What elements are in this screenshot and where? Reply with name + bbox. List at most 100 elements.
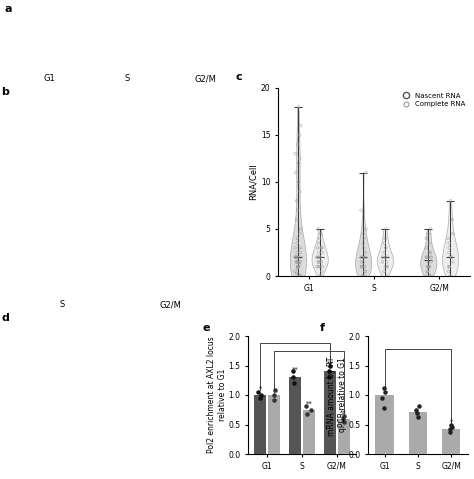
Point	[358, 253, 366, 261]
Point	[427, 272, 434, 280]
Text: G2/M: G2/M	[194, 74, 217, 83]
Text: d: d	[1, 313, 9, 323]
Point	[382, 253, 389, 261]
Point	[319, 263, 326, 271]
Bar	[303, 410, 315, 454]
Point	[294, 258, 301, 266]
Point	[445, 263, 453, 271]
Text: *: *	[450, 419, 453, 424]
Point	[362, 253, 370, 261]
Point	[361, 272, 368, 280]
Point	[425, 249, 433, 256]
Point	[314, 258, 322, 266]
Point	[379, 253, 386, 261]
Point	[378, 394, 386, 402]
Point	[295, 160, 302, 167]
Point	[296, 188, 303, 195]
Y-axis label: mRNA amount by RT-
qPCR relative to G1: mRNA amount by RT- qPCR relative to G1	[328, 354, 347, 436]
Text: **: **	[292, 366, 299, 373]
Point	[317, 253, 325, 261]
Point	[293, 253, 301, 261]
Point	[294, 140, 301, 148]
Point	[422, 235, 430, 242]
Point	[293, 197, 301, 205]
Point	[292, 269, 300, 277]
Point	[358, 272, 366, 280]
Point	[360, 258, 367, 266]
Text: G2/M: G2/M	[159, 300, 181, 309]
Bar	[337, 419, 350, 454]
Point	[383, 272, 391, 280]
Point	[427, 258, 435, 266]
Point	[447, 428, 454, 435]
Point	[381, 240, 388, 247]
Point	[293, 258, 301, 266]
Point	[294, 263, 302, 271]
Point	[326, 367, 333, 375]
Point	[357, 263, 365, 271]
Point	[424, 263, 431, 271]
Point	[423, 253, 430, 261]
Point	[295, 103, 302, 111]
Point	[295, 258, 303, 266]
Point	[293, 263, 301, 271]
Point	[357, 263, 365, 271]
Point	[382, 244, 390, 251]
Point	[292, 253, 299, 261]
Point	[293, 216, 301, 223]
Point	[383, 263, 390, 271]
Point	[296, 230, 303, 238]
Point	[293, 258, 301, 266]
Point	[297, 122, 305, 129]
Bar	[289, 377, 301, 454]
Point	[357, 258, 365, 266]
Point	[444, 235, 452, 242]
Point	[313, 263, 320, 271]
Bar	[324, 371, 336, 454]
Point	[427, 225, 434, 233]
Point	[315, 258, 322, 266]
Point	[448, 421, 456, 428]
Point	[362, 169, 370, 176]
Point	[360, 235, 368, 242]
Point	[362, 267, 369, 275]
Point	[446, 272, 454, 280]
Point	[314, 253, 322, 261]
Text: f: f	[320, 323, 325, 333]
Text: *: *	[259, 386, 262, 392]
Point	[423, 244, 430, 251]
Point	[293, 253, 301, 261]
Point	[294, 263, 302, 271]
Point	[359, 263, 367, 271]
Point	[316, 263, 324, 271]
Point	[290, 374, 297, 381]
Point	[361, 267, 369, 275]
Point	[294, 270, 302, 278]
Point	[382, 263, 389, 271]
Point	[414, 413, 421, 421]
Point	[317, 244, 325, 251]
Point	[447, 425, 454, 433]
Point	[448, 423, 456, 431]
Point	[325, 374, 332, 381]
Point	[360, 230, 367, 238]
Point	[379, 258, 386, 266]
Point	[317, 230, 325, 238]
Point	[315, 253, 322, 261]
Point	[316, 272, 324, 280]
Point	[446, 263, 453, 271]
Point	[254, 388, 262, 396]
Point	[381, 388, 389, 396]
Point	[340, 412, 348, 420]
Point	[446, 253, 453, 261]
Point	[415, 402, 422, 410]
Point	[296, 272, 304, 280]
Point	[314, 244, 321, 251]
Y-axis label: Pol2 enrichment at AXL2 locus
relative to G1: Pol2 enrichment at AXL2 locus relative t…	[208, 337, 227, 454]
Point	[313, 253, 320, 261]
Point	[359, 272, 367, 280]
Point	[449, 216, 456, 223]
Bar	[442, 429, 461, 454]
Point	[303, 402, 310, 410]
Point	[294, 265, 301, 273]
